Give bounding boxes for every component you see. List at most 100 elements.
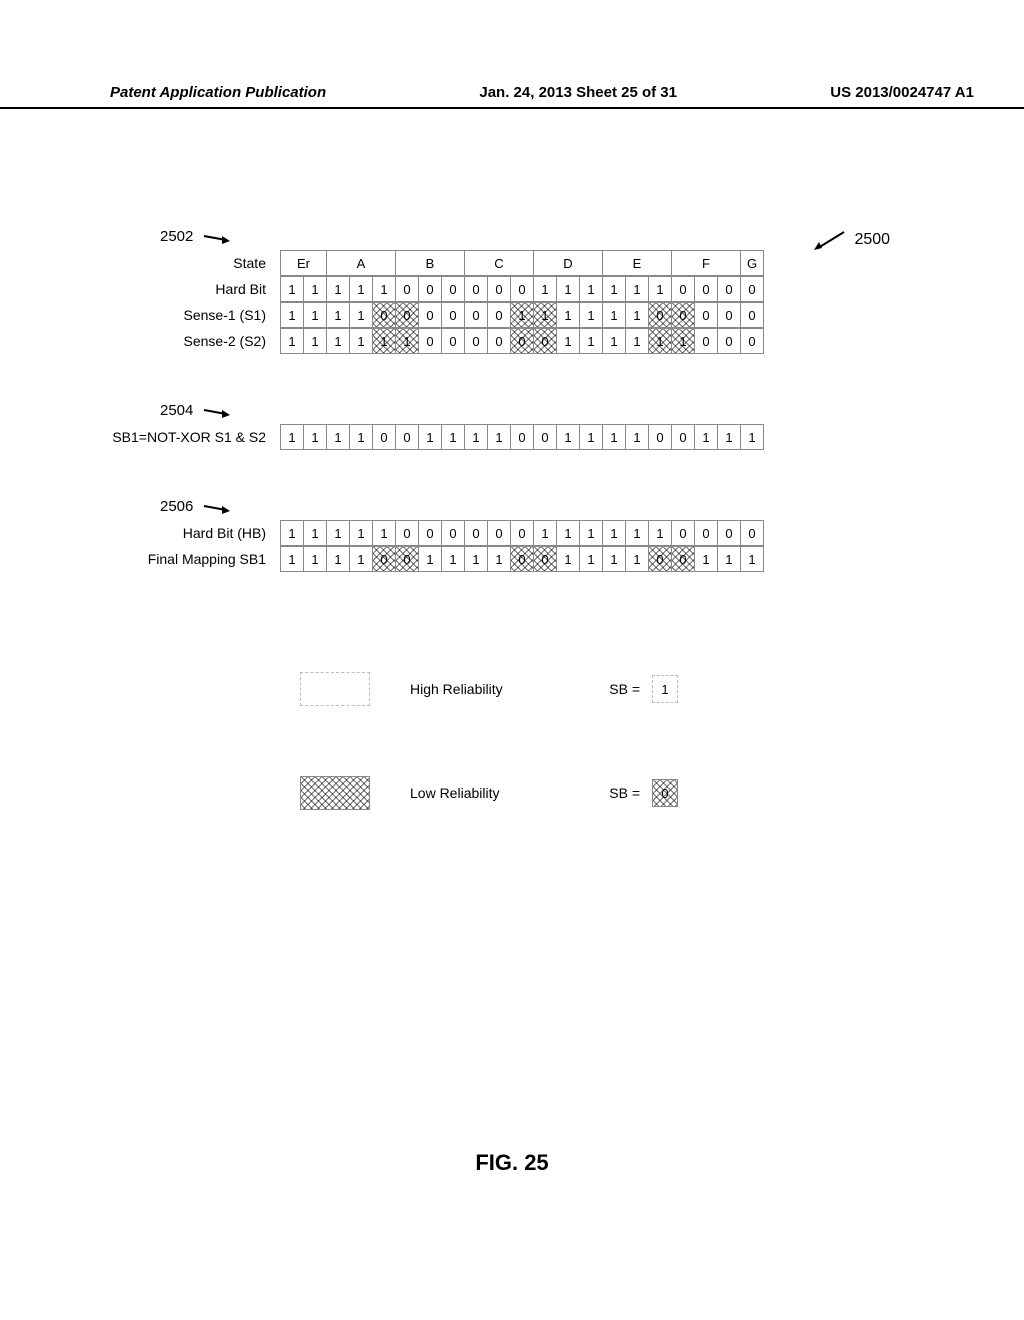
data-cell: 1 [418,424,442,450]
data-cell: 1 [349,424,373,450]
data-cell: 0 [671,520,695,546]
data-cell: 0 [395,520,419,546]
data-cell: 0 [694,520,718,546]
row-cells: 111100000011111100000 [280,302,764,328]
data-cell: 1 [579,546,603,572]
data-cell: 1 [441,424,465,450]
data-cell: 1 [602,276,626,302]
data-cell: 1 [533,520,557,546]
data-cell: 1 [326,276,350,302]
data-cell: 1 [625,520,649,546]
data-cell: 1 [740,546,764,572]
data-cell: 1 [349,328,373,354]
legend-high-sb: SB = [580,681,640,697]
data-cell: 0 [510,328,534,354]
state-header-cell: D [533,250,603,276]
data-cell: 1 [349,276,373,302]
data-cell: 1 [280,520,304,546]
legend-low-val: 0 [652,779,678,807]
data-cell: 1 [280,546,304,572]
data-cell: 1 [556,276,580,302]
data-cell: 1 [579,276,603,302]
ref-2502: 2502 [160,228,232,245]
state-header-cells: ErABCDEFG [280,250,764,276]
data-cell: 1 [602,302,626,328]
header-left: Patent Application Publication [110,84,326,101]
data-cell: 1 [395,328,419,354]
legend-low-row: Low Reliability SB = 0 [300,776,910,810]
data-cell: 0 [395,546,419,572]
legend-high-row: High Reliability SB = 1 [300,672,910,706]
data-cell: 1 [280,302,304,328]
data-cell: 0 [533,424,557,450]
row-cells: 111110000001111110000 [280,520,764,546]
data-cell: 1 [717,424,741,450]
data-cell: 1 [602,546,626,572]
state-header-cell: B [395,250,465,276]
data-cell: 1 [349,302,373,328]
data-cell: 1 [625,276,649,302]
data-cell: 1 [556,424,580,450]
data-cell: 0 [717,328,741,354]
data-cell: 1 [418,546,442,572]
data-row: Sense-1 (S1)111100000011111100000 [110,302,910,328]
data-cell: 0 [441,328,465,354]
data-cell: 0 [694,302,718,328]
data-cell: 1 [625,424,649,450]
data-cell: 1 [326,424,350,450]
data-cell: 1 [280,424,304,450]
arrow-icon [810,228,850,252]
row-label: Final Mapping SB1 [110,551,280,567]
data-cell: 1 [303,276,327,302]
state-header-row: State ErABCDEFG [110,250,910,276]
data-cell: 0 [372,424,396,450]
data-cell: 0 [740,276,764,302]
arrow-icon [202,230,232,244]
figure-content: 2502 State ErABCDEFG Hard Bit11111000000… [110,250,910,880]
data-cell: 1 [648,520,672,546]
legend-high-text: High Reliability [410,681,580,697]
data-cell: 0 [740,520,764,546]
legend-low-box [300,776,370,810]
data-cell: 1 [579,520,603,546]
data-cell: 0 [418,520,442,546]
data-cell: 0 [487,302,511,328]
data-cell: 1 [625,546,649,572]
data-cell: 0 [395,424,419,450]
legend-low-sb: SB = [580,785,640,801]
data-cell: 1 [372,520,396,546]
data-cell: 0 [717,276,741,302]
data-cell: 1 [280,276,304,302]
data-cell: 1 [648,328,672,354]
state-header-cell: A [326,250,396,276]
data-cell: 1 [372,276,396,302]
data-cell: 1 [510,302,534,328]
data-cell: 1 [326,302,350,328]
data-cell: 0 [510,276,534,302]
data-cell: 0 [740,328,764,354]
state-header-cell: G [740,250,764,276]
ref-2500-label: 2500 [854,231,890,248]
ref-2506: 2506 [160,498,232,515]
row-label: SB1=NOT-XOR S1 & S2 [110,429,280,445]
header-right: US 2013/0024747 A1 [830,84,974,101]
data-cell: 1 [533,276,557,302]
data-cell: 0 [395,276,419,302]
ref-2506-label: 2506 [160,498,193,515]
data-row: Hard Bit (HB)111110000001111110000 [110,520,910,546]
data-cell: 1 [441,546,465,572]
data-cell: 1 [579,302,603,328]
data-cell: 0 [694,328,718,354]
row-label: State [110,255,280,271]
row-cells: 111100111100111100111 [280,424,764,450]
data-cell: 1 [694,546,718,572]
arrow-icon [202,500,232,514]
data-cell: 1 [625,302,649,328]
data-cell: 1 [303,546,327,572]
data-cell: 1 [579,424,603,450]
ref-2504-label: 2504 [160,402,193,419]
data-cell: 0 [395,302,419,328]
row-label: Hard Bit (HB) [110,525,280,541]
data-cell: 0 [671,546,695,572]
arrow-icon [202,404,232,418]
